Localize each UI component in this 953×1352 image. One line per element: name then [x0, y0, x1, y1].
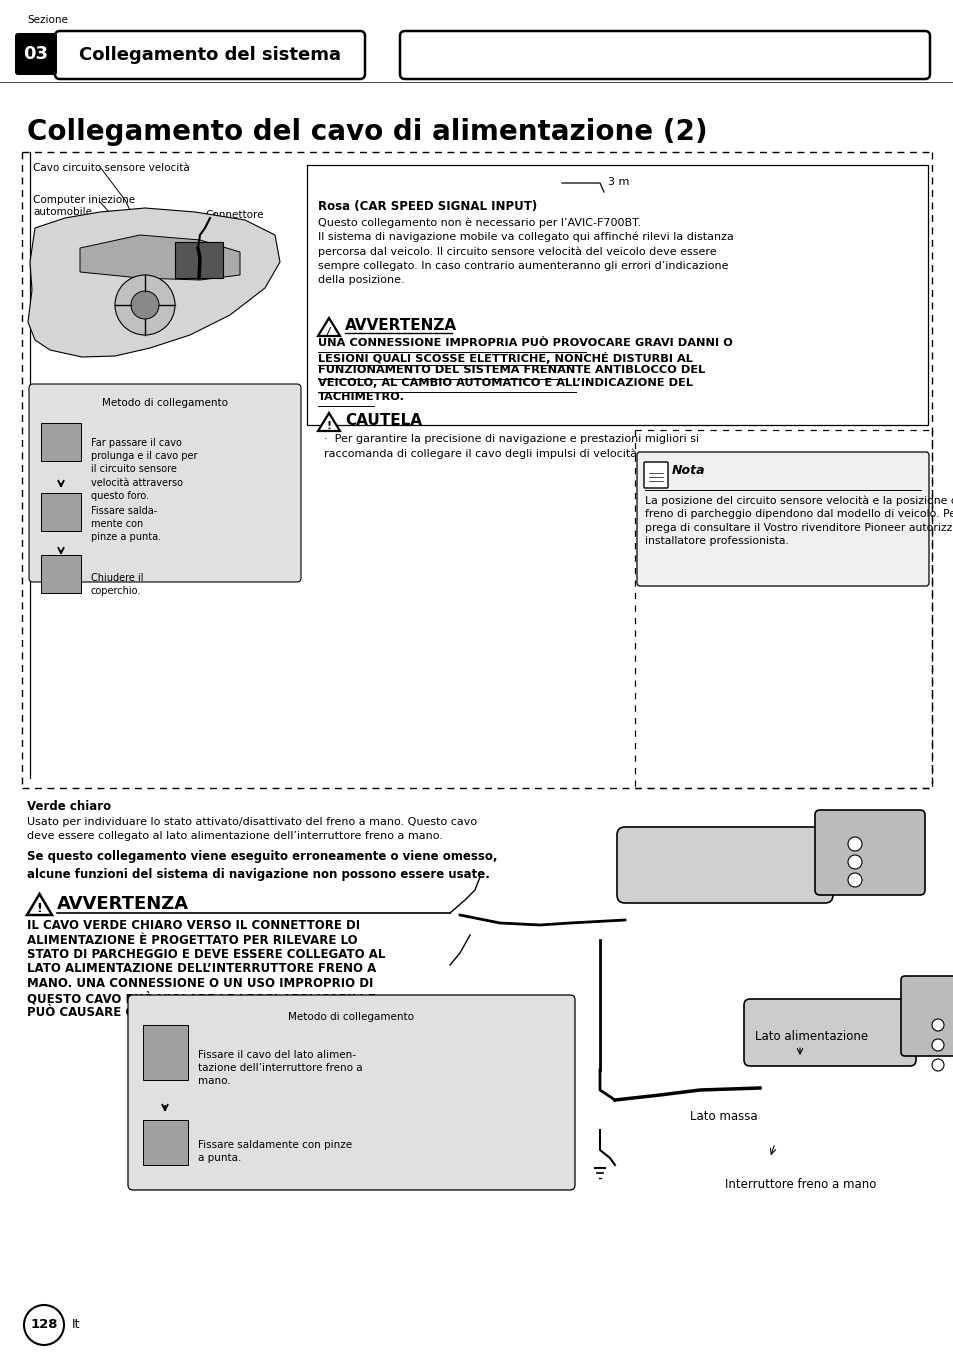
Text: FUNZIONAMENTO DEL SISTEMA FRENANTE ANTIBLOCCO DEL: FUNZIONAMENTO DEL SISTEMA FRENANTE ANTIB… [317, 365, 704, 375]
Bar [41, 556, 81, 594]
Text: !: ! [326, 420, 332, 431]
FancyBboxPatch shape [128, 995, 575, 1190]
Text: AVVERTENZA: AVVERTENZA [345, 318, 456, 333]
Circle shape [115, 274, 174, 335]
Text: Questo collegamento non è necessario per l’AVIC-F700BT.: Questo collegamento non è necessario per… [317, 218, 640, 228]
Text: CAUTELA: CAUTELA [345, 412, 421, 429]
FancyBboxPatch shape [643, 462, 667, 488]
Text: ·  Per garantire la precisione di navigazione e prestazioni migliori si
raccoman: · Per garantire la precisione di navigaz… [324, 434, 699, 458]
Text: QUESTO CAVO PUÒ VIOLARE LE LEGGI APPLICABILI E: QUESTO CAVO PUÒ VIOLARE LE LEGGI APPLICA… [27, 991, 375, 1005]
Text: Fissare il cavo del lato alimen-
tazione dell’interruttore freno a
mano.: Fissare il cavo del lato alimen- tazione… [198, 1051, 362, 1087]
Polygon shape [28, 208, 280, 357]
FancyBboxPatch shape [637, 452, 928, 585]
Polygon shape [317, 318, 339, 337]
Text: 128: 128 [30, 1318, 58, 1332]
Text: Cavo circuito sensore velocità: Cavo circuito sensore velocità [33, 164, 190, 173]
Circle shape [931, 1019, 943, 1032]
FancyBboxPatch shape [15, 32, 57, 74]
Text: STATO DI PARCHEGGIO E DEVE ESSERE COLLEGATO AL: STATO DI PARCHEGGIO E DEVE ESSERE COLLEG… [27, 948, 385, 961]
FancyBboxPatch shape [29, 384, 301, 581]
Text: Collegamento del cavo di alimentazione (2): Collegamento del cavo di alimentazione (… [27, 118, 707, 146]
Bar [41, 423, 81, 461]
Text: Fissare salda-
mente con
pinze a punta.: Fissare salda- mente con pinze a punta. [91, 506, 161, 542]
Polygon shape [317, 412, 339, 431]
Text: Fissare saldamente con pinze
a punta.: Fissare saldamente con pinze a punta. [198, 1140, 352, 1163]
Text: Metodo di collegamento: Metodo di collegamento [288, 1013, 414, 1022]
Text: 3 m: 3 m [607, 177, 629, 187]
FancyBboxPatch shape [399, 31, 929, 78]
Bar [143, 1025, 188, 1080]
Bar [174, 242, 223, 279]
Circle shape [931, 1059, 943, 1071]
Text: Usato per individuare lo stato attivato/disattivato del freno a mano. Questo cav: Usato per individuare lo stato attivato/… [27, 817, 476, 841]
Text: LATO ALIMENTAZIONE DELL’INTERRUTTORE FRENO A: LATO ALIMENTAZIONE DELL’INTERRUTTORE FRE… [27, 963, 375, 976]
Text: Nota: Nota [671, 464, 705, 477]
Polygon shape [27, 894, 52, 915]
Text: 03: 03 [24, 45, 49, 64]
FancyBboxPatch shape [617, 827, 832, 903]
Text: Lato alimentazione: Lato alimentazione [754, 1030, 867, 1042]
Text: Verde chiaro: Verde chiaro [27, 800, 111, 813]
FancyBboxPatch shape [814, 810, 924, 895]
Circle shape [847, 854, 862, 869]
Text: PUÒ CAUSARE GRAVI LESIONI E DANNI.: PUÒ CAUSARE GRAVI LESIONI E DANNI. [27, 1006, 287, 1019]
Circle shape [24, 1305, 64, 1345]
Text: MANO. UNA CONNESSIONE O UN USO IMPROPRIO DI: MANO. UNA CONNESSIONE O UN USO IMPROPRIO… [27, 977, 373, 990]
Text: ALIMENTAZIONE È PROGETTATO PER RILEVARE LO: ALIMENTAZIONE È PROGETTATO PER RILEVARE … [27, 933, 357, 946]
Bar [143, 1119, 188, 1165]
Text: /: / [327, 327, 331, 337]
Text: !: ! [36, 903, 42, 915]
Text: Connettore: Connettore [205, 210, 263, 220]
Text: La posizione del circuito sensore velocità e la posizione dell’interruttore
fren: La posizione del circuito sensore veloci… [644, 495, 953, 546]
Text: UNA CONNESSIONE IMPROPRIA PUÒ PROVOCARE GRAVI DANNI O: UNA CONNESSIONE IMPROPRIA PUÒ PROVOCARE … [317, 338, 732, 347]
Text: Metodo di collegamento: Metodo di collegamento [102, 397, 228, 408]
Circle shape [847, 837, 862, 850]
Polygon shape [307, 165, 927, 425]
Text: Computer iniezione
automobile: Computer iniezione automobile [33, 195, 135, 218]
Polygon shape [80, 235, 240, 280]
Text: AVVERTENZA: AVVERTENZA [57, 895, 189, 913]
FancyBboxPatch shape [743, 999, 915, 1065]
Text: Collegamento del sistema: Collegamento del sistema [79, 46, 340, 64]
Text: Se questo collegamento viene eseguito erroneamente o viene omesso,
alcune funzio: Se questo collegamento viene eseguito er… [27, 850, 497, 882]
FancyBboxPatch shape [900, 976, 953, 1056]
Text: Lato massa: Lato massa [689, 1110, 757, 1124]
Text: It: It [71, 1318, 80, 1332]
FancyBboxPatch shape [55, 31, 365, 78]
Text: VEICOLO, AL CAMBIO AUTOMATICO E ALL’INDICAZIONE DEL: VEICOLO, AL CAMBIO AUTOMATICO E ALL’INDI… [317, 379, 692, 388]
Text: IL CAVO VERDE CHIARO VERSO IL CONNETTORE DI: IL CAVO VERDE CHIARO VERSO IL CONNETTORE… [27, 919, 359, 932]
Circle shape [131, 291, 159, 319]
Text: Chiudere il
coperchio.: Chiudere il coperchio. [91, 573, 143, 596]
Text: Sezione: Sezione [27, 15, 68, 24]
Circle shape [847, 873, 862, 887]
Circle shape [931, 1038, 943, 1051]
Text: Il sistema di navigazione mobile va collegato qui affinché rilevi la distanza
pe: Il sistema di navigazione mobile va coll… [317, 233, 733, 285]
Text: TACHIMETRO.: TACHIMETRO. [317, 392, 405, 402]
Text: Rosa (CAR SPEED SIGNAL INPUT): Rosa (CAR SPEED SIGNAL INPUT) [317, 200, 537, 214]
Text: Far passare il cavo
prolunga e il cavo per
il circuito sensore
velocità attraver: Far passare il cavo prolunga e il cavo p… [91, 438, 197, 500]
Bar [41, 493, 81, 531]
Text: Interruttore freno a mano: Interruttore freno a mano [724, 1178, 876, 1191]
Text: LESIONI QUALI SCOSSE ELETTRICHE, NONCHÉ DISTURBI AL: LESIONI QUALI SCOSSE ELETTRICHE, NONCHÉ … [317, 352, 692, 364]
